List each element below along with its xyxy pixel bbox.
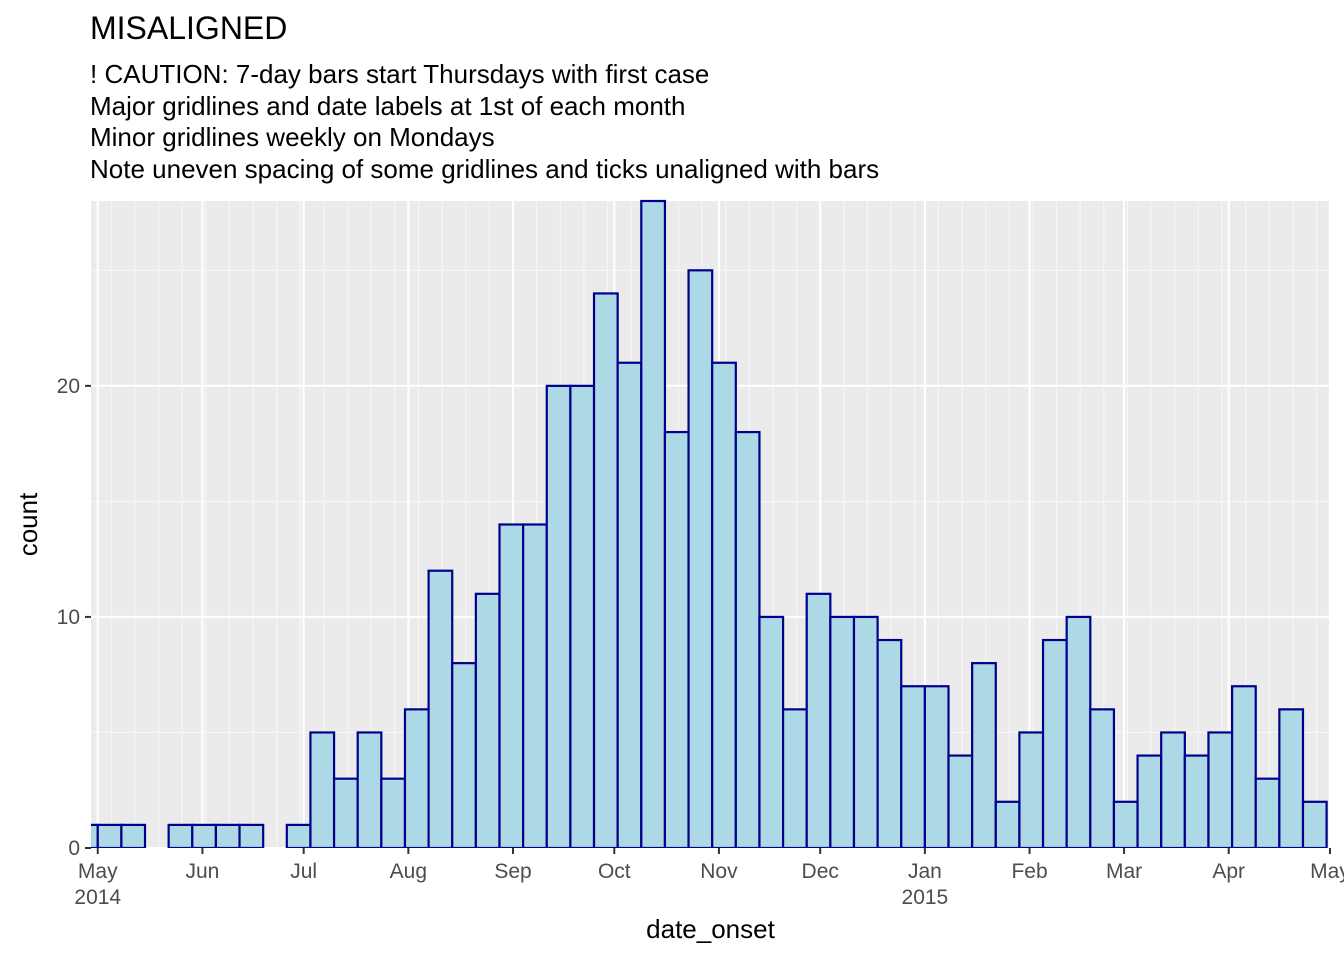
histogram-bar — [214, 823, 241, 848]
histogram-bar — [569, 384, 596, 848]
histogram-bar — [1301, 800, 1328, 848]
histogram-bar — [309, 731, 336, 848]
histogram-bar — [332, 777, 359, 848]
histogram-bar — [971, 662, 997, 848]
histogram-bar — [829, 615, 856, 848]
histogram-bar — [616, 361, 643, 848]
histogram-bar — [994, 800, 1021, 848]
histogram-bar — [1112, 800, 1139, 848]
histogram-bar — [1089, 708, 1116, 848]
histogram-bar — [380, 777, 407, 848]
x-tick-label: Jul — [290, 860, 317, 883]
histogram-bar — [403, 708, 430, 848]
histogram-bar — [876, 638, 903, 848]
histogram-bar — [427, 569, 454, 848]
histogram-bar — [191, 823, 218, 848]
histogram-bar — [711, 361, 737, 848]
x-tick-label: Jan — [908, 860, 942, 883]
x-tick-label: Mar — [1106, 860, 1142, 883]
histogram-bar — [356, 731, 383, 848]
x-tick-label: Feb — [1011, 860, 1047, 883]
x-tick-year-label: 2014 — [74, 886, 121, 909]
histogram-bar — [498, 523, 525, 848]
histogram-bar — [1065, 615, 1092, 848]
bars — [91, 199, 1328, 848]
histogram-bar — [1160, 731, 1186, 848]
x-tick-year-label: 2015 — [902, 886, 949, 909]
histogram-bar — [96, 823, 123, 848]
y-tick-label: 0 — [68, 837, 80, 860]
y-tick-label: 10 — [57, 606, 80, 629]
axes: 0 10 20 May 2014 Jun Jul Aug Sep Oct Nov Dec Jan 2015… — [57, 375, 1344, 909]
histogram-bar — [852, 615, 879, 848]
y-tick-label: 20 — [57, 375, 80, 398]
histogram-bar — [522, 523, 548, 848]
histogram-bar — [1207, 731, 1234, 848]
histogram-bar — [640, 199, 667, 848]
histogram-bar — [758, 615, 785, 848]
chart-subtitle: ! CAUTION: 7-day bars start Thursdays wi… — [90, 59, 879, 185]
chart-title: MISALIGNED — [90, 10, 288, 46]
x-tick-label: Sep — [494, 860, 531, 883]
histogram-bar — [1278, 708, 1305, 848]
histogram-bar — [474, 592, 501, 848]
y-axis-title: count — [13, 492, 43, 556]
histogram-bar — [687, 269, 714, 848]
histogram-bar — [120, 823, 147, 848]
histogram-bar — [1136, 754, 1163, 848]
histogram-bar — [781, 708, 808, 848]
histogram-bar — [285, 823, 312, 848]
histogram-bar — [1254, 777, 1281, 848]
x-tick-label: May — [78, 860, 118, 883]
histogram-bar — [545, 384, 572, 848]
histogram-bar — [947, 754, 974, 848]
x-tick-label: Jun — [185, 860, 219, 883]
x-axis-title: date_onset — [646, 914, 775, 944]
x-tick-label: Oct — [598, 860, 631, 883]
x-tick-label: Dec — [802, 860, 839, 883]
histogram-bar — [1018, 731, 1045, 848]
histogram-bar — [1041, 638, 1068, 848]
histogram-bar — [923, 685, 950, 848]
histogram-bar — [805, 592, 832, 848]
x-tick-label: Apr — [1212, 860, 1245, 883]
histogram-bar — [451, 662, 477, 848]
subtitle-line: ! CAUTION: 7-day bars start Thursdays wi… — [90, 59, 710, 89]
x-tick-label: Nov — [700, 860, 738, 883]
histogram-bar — [167, 823, 194, 848]
histogram-bar — [1183, 754, 1210, 848]
subtitle-line: Major gridlines and date labels at 1st o… — [90, 90, 686, 121]
subtitle-line: Minor gridlines weekly on Mondays — [90, 122, 495, 152]
x-tick-label: Aug — [390, 860, 427, 883]
histogram-bar — [663, 430, 690, 848]
histogram-bar — [592, 292, 619, 848]
x-tick-label: May — [1310, 860, 1344, 883]
histogram-bar — [900, 685, 926, 848]
subtitle-line: Note uneven spacing of some gridlines an… — [90, 153, 880, 184]
histogram-bar — [238, 823, 265, 848]
histogram-bar — [1230, 685, 1257, 848]
histogram-bar — [734, 430, 761, 848]
